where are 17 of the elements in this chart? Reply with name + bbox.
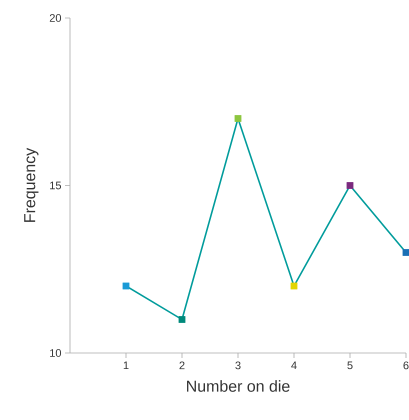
x-tick-label: 5 (347, 362, 353, 370)
x-tick-label: 1 (124, 362, 129, 370)
y-axis-title: Frequency (24, 148, 38, 222)
x-tick-label: 2 (180, 362, 184, 370)
y-tick-label: 20 (50, 14, 62, 22)
point (178, 316, 186, 323)
y-tick-label: 15 (50, 182, 62, 190)
x-axis-title: Number on die (187, 380, 290, 392)
point (122, 282, 130, 290)
point (346, 182, 354, 189)
point (234, 115, 242, 122)
point (290, 282, 298, 290)
x-tick-label: 4 (291, 362, 297, 370)
point (402, 249, 409, 256)
x-tick-label: 3 (235, 362, 241, 370)
y-tick-label: 10 (50, 349, 62, 357)
x-tick-label: 6 (404, 362, 409, 370)
